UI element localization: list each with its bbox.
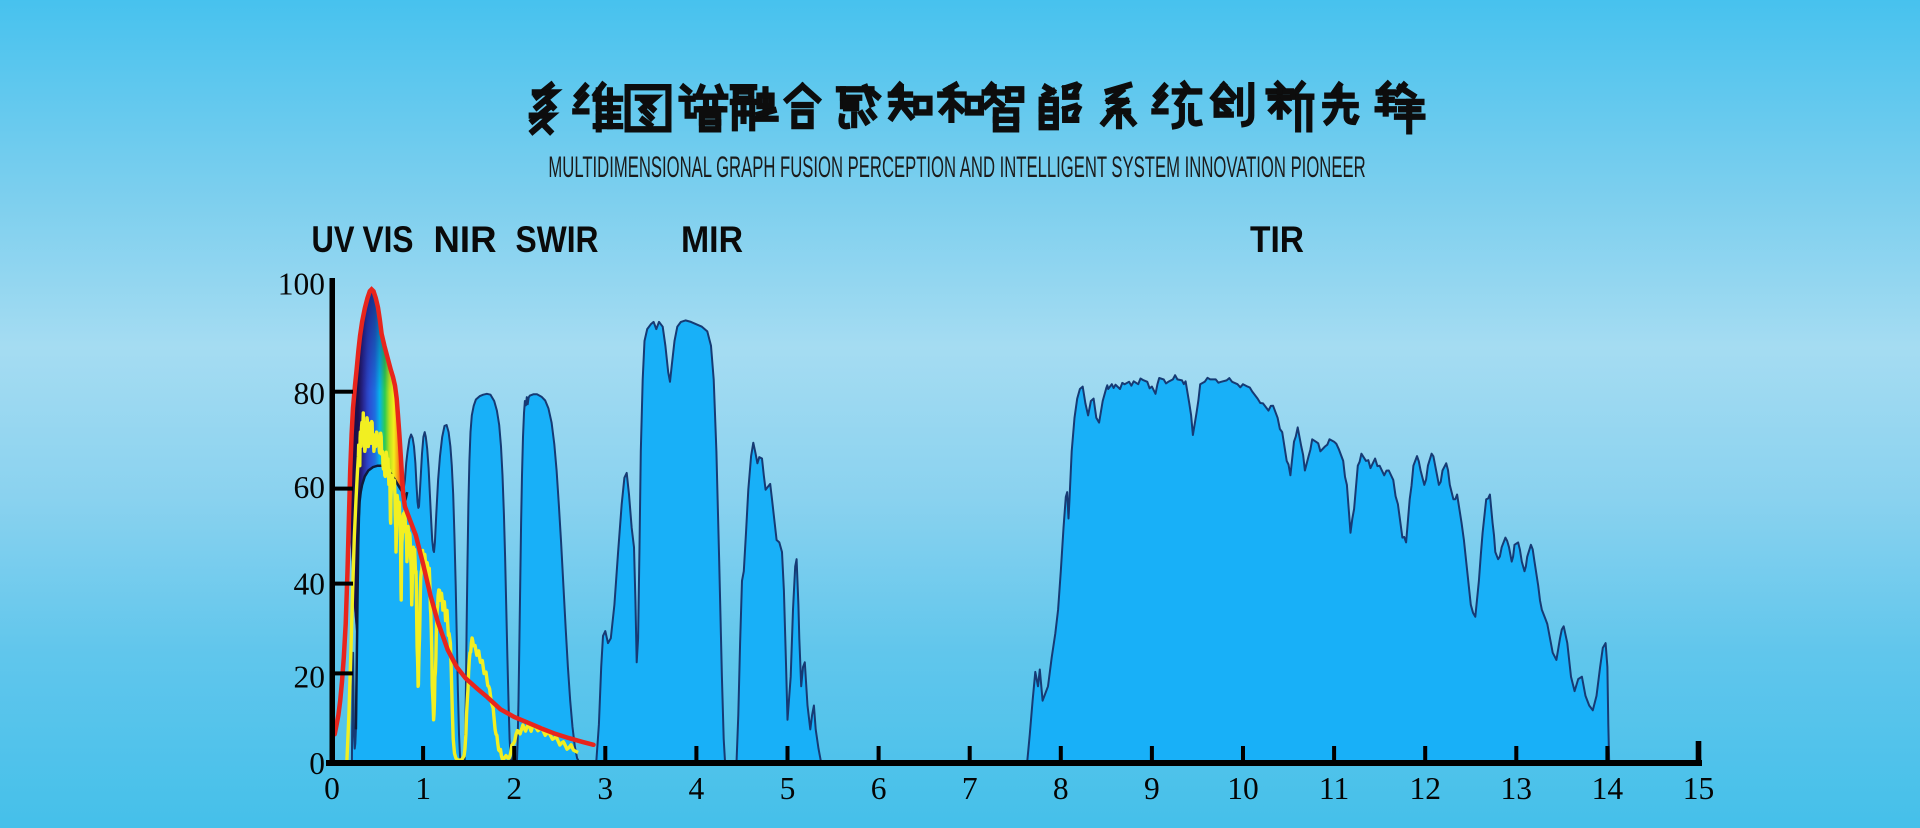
svg-text:11: 11 xyxy=(1319,771,1349,806)
svg-text:MIR: MIR xyxy=(681,219,743,260)
svg-text:80: 80 xyxy=(294,376,326,411)
svg-text:3: 3 xyxy=(597,771,613,806)
svg-text:0: 0 xyxy=(324,771,340,806)
svg-text:2: 2 xyxy=(506,771,522,806)
svg-text:TIR: TIR xyxy=(1250,219,1304,260)
svg-text:40: 40 xyxy=(294,567,326,602)
svg-text:8: 8 xyxy=(1053,771,1069,806)
svg-text:1: 1 xyxy=(415,771,431,806)
svg-text:VIS: VIS xyxy=(363,219,414,260)
svg-text:14: 14 xyxy=(1592,771,1624,806)
svg-text:60: 60 xyxy=(294,470,326,505)
svg-text:MULTIDIMENSIONAL GRAPH FUSION: MULTIDIMENSIONAL GRAPH FUSION PERCEPTION… xyxy=(548,151,1365,184)
svg-text:12: 12 xyxy=(1409,771,1441,806)
svg-text:6: 6 xyxy=(871,771,887,806)
svg-text:10: 10 xyxy=(1227,771,1259,806)
svg-text:NIR: NIR xyxy=(434,219,497,260)
svg-text:13: 13 xyxy=(1501,771,1533,806)
svg-text:SWIR: SWIR xyxy=(516,219,599,260)
svg-text:15: 15 xyxy=(1683,771,1715,806)
svg-text:9: 9 xyxy=(1144,771,1160,806)
svg-text:UV: UV xyxy=(312,219,355,260)
svg-text:100: 100 xyxy=(278,267,325,302)
svg-text:20: 20 xyxy=(294,660,326,695)
svg-text:4: 4 xyxy=(689,771,705,806)
svg-text:0: 0 xyxy=(309,746,325,781)
svg-text:7: 7 xyxy=(962,771,978,806)
svg-text:5: 5 xyxy=(780,771,796,806)
